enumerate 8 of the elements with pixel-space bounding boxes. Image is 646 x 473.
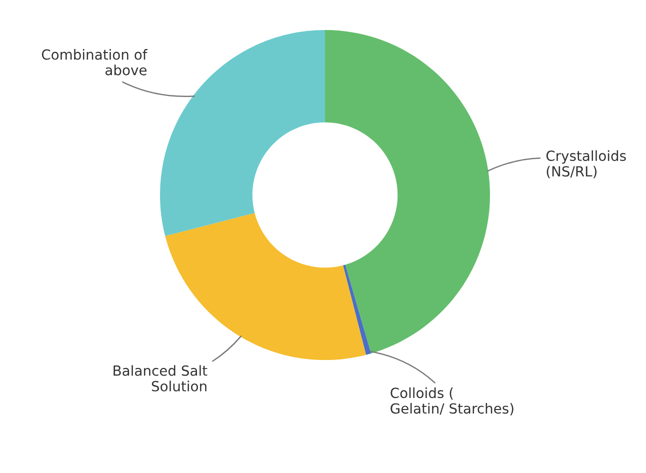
slice-label: Crystalloids (NS/RL) [546, 150, 626, 178]
donut-slice [343, 264, 372, 355]
slice-label: Balanced Salt Solution [114, 365, 208, 392]
slice-label: Combination of above [42, 49, 148, 76]
slice-label: Colloids ( Gelatin/ Starches) [390, 387, 514, 416]
donut-slice [325, 30, 490, 354]
donut-slice [160, 30, 325, 236]
donut-slice [165, 213, 366, 360]
